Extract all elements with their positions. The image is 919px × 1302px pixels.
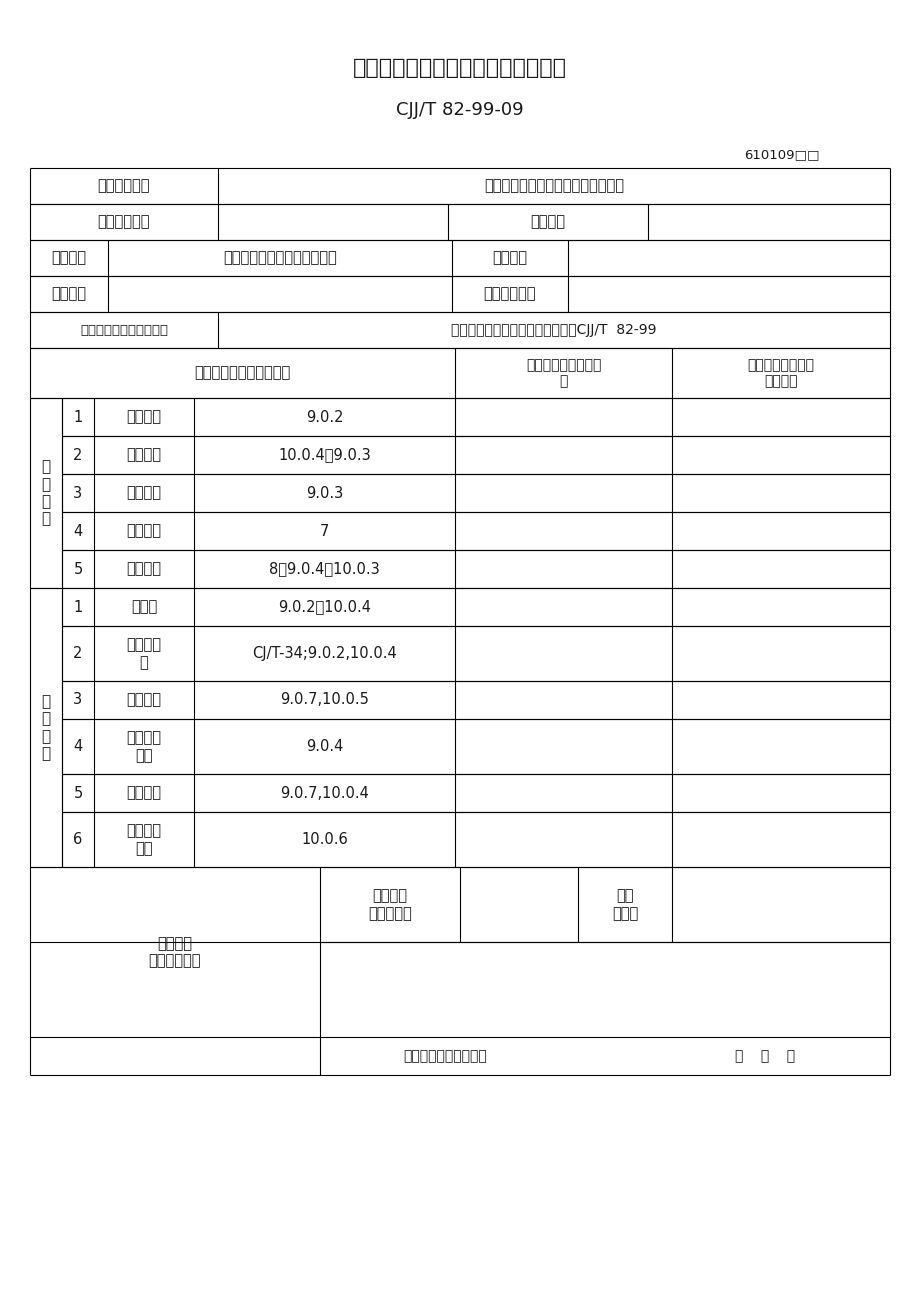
Text: 9.0.4: 9.0.4 (305, 740, 343, 754)
Text: 1: 1 (74, 410, 83, 424)
Text: 大树技术
档案: 大树技术 档案 (127, 823, 162, 855)
Text: 9.0.7,10.0.4: 9.0.7,10.0.4 (279, 785, 369, 801)
Text: 3: 3 (74, 693, 83, 707)
Text: 年    月    日: 年 月 日 (733, 1049, 794, 1062)
Text: 包装及处
理: 包装及处 理 (127, 637, 162, 669)
Text: 栽植深度: 栽植深度 (127, 486, 162, 500)
Text: 枝后浇水: 枝后浇水 (127, 693, 162, 707)
Text: 施工
班组长: 施工 班组长 (611, 888, 638, 921)
Text: 1: 1 (74, 599, 83, 615)
Text: 监理（建设）单位
验收记录: 监理（建设）单位 验收记录 (746, 358, 813, 388)
Text: 8，9.0.4，10.0.3: 8，9.0.4，10.0.3 (269, 561, 380, 577)
Text: 6: 6 (74, 832, 83, 848)
Text: 7: 7 (320, 523, 329, 539)
Text: CJJ/T 82-99-09: CJJ/T 82-99-09 (396, 102, 523, 118)
Text: 单位工程名称: 单位工程名称 (97, 178, 150, 194)
Text: 主
控
项
目: 主 控 项 目 (41, 460, 51, 526)
Text: 9.0.2，10.0.4: 9.0.2，10.0.4 (278, 599, 370, 615)
Text: 观赏性: 观赏性 (130, 599, 157, 615)
Text: 610109□□: 610109□□ (743, 148, 819, 161)
Text: 施工质量验收规范的规定: 施工质量验收规范的规定 (194, 366, 290, 380)
Text: 苗木修剪: 苗木修剪 (127, 561, 162, 577)
Text: 郑州市西北环道路景观综合整治工程: 郑州市西北环道路景观综合整治工程 (483, 178, 623, 194)
Text: 支撑固定: 支撑固定 (127, 785, 162, 801)
Text: 苗木运输: 苗木运输 (127, 523, 162, 539)
Text: 一
般
项
目: 一 般 项 目 (41, 694, 51, 762)
Text: 根系舒展: 根系舒展 (127, 410, 162, 424)
Text: 5: 5 (74, 785, 83, 801)
Text: 专业工长
（施工员）: 专业工长 （施工员） (368, 888, 412, 921)
Text: 北京克劳沃草业技术开发中心: 北京克劳沃草业技术开发中心 (223, 250, 336, 266)
Text: 施工单位: 施工单位 (51, 250, 86, 266)
Text: 2: 2 (74, 646, 83, 661)
Text: 《城市绿化工程施工及验收规范》CJJ/T  82-99: 《城市绿化工程施工及验收规范》CJJ/T 82-99 (450, 323, 656, 337)
Text: 2: 2 (74, 448, 83, 462)
Text: 4: 4 (74, 523, 83, 539)
Text: 树木栽植工程检验批质量验收记录表: 树木栽植工程检验批质量验收记录表 (353, 59, 566, 78)
Text: 10.0.6: 10.0.6 (301, 832, 347, 848)
Text: 施工执行标准名称及编号: 施工执行标准名称及编号 (80, 323, 168, 336)
Text: 项目专业质量检察员：: 项目专业质量检察员： (403, 1049, 487, 1062)
Text: 分包单位: 分包单位 (51, 286, 86, 302)
Text: 9.0.2: 9.0.2 (305, 410, 343, 424)
Text: 土球密实: 土球密实 (127, 448, 162, 462)
Text: 其他技术
措施: 其他技术 措施 (127, 730, 162, 763)
Text: 4: 4 (74, 740, 83, 754)
Text: 9.0.3: 9.0.3 (305, 486, 343, 500)
Text: 分包项目经理: 分包项目经理 (483, 286, 536, 302)
Text: 5: 5 (74, 561, 83, 577)
Text: 施工单位
检查评定结果: 施工单位 检查评定结果 (149, 936, 201, 969)
Text: 验收部位: 验收部位 (530, 215, 565, 229)
Text: 3: 3 (74, 486, 83, 500)
Text: 施工单位检查评定记
录: 施工单位检查评定记 录 (526, 358, 600, 388)
Text: 10.0.4～9.0.3: 10.0.4～9.0.3 (278, 448, 370, 462)
Text: CJ/T-34;9.0.2,10.0.4: CJ/T-34;9.0.2,10.0.4 (252, 646, 396, 661)
Text: 9.0.7,10.0.5: 9.0.7,10.0.5 (279, 693, 369, 707)
Text: 分部工程名称: 分部工程名称 (97, 215, 150, 229)
Text: 项目经理: 项目经理 (492, 250, 527, 266)
